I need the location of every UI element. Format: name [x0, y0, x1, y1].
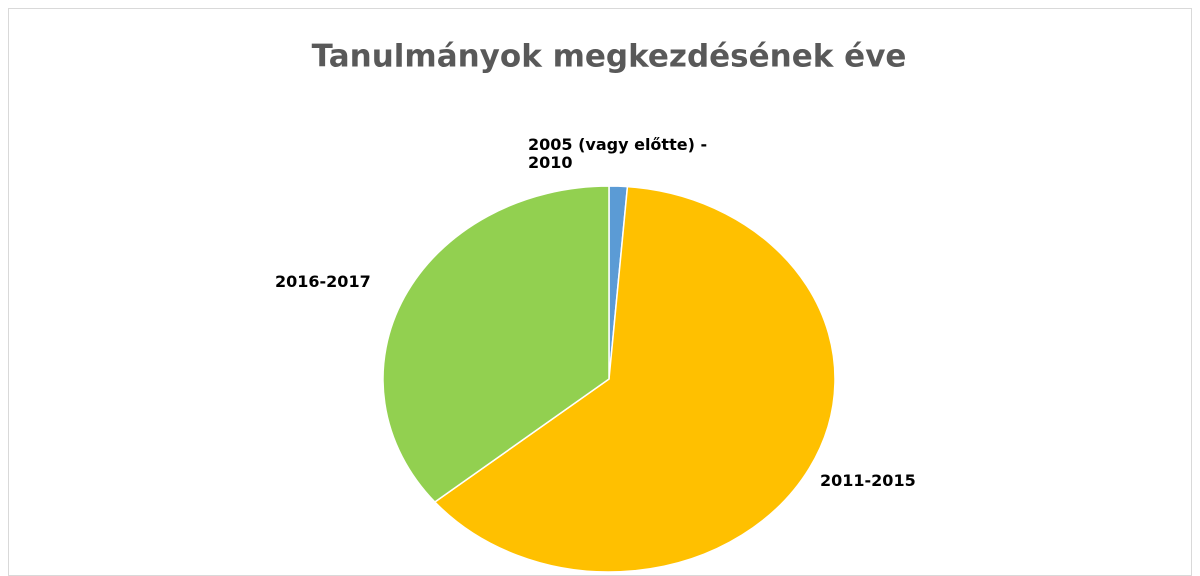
slice-label: 2011-2015: [820, 471, 916, 490]
chart-title: Tanulmányok megkezdésének éve: [312, 39, 907, 75]
pie-slice: [382, 185, 610, 504]
slice-label: 2016-2017: [275, 272, 371, 291]
slice-label: 2005 (vagy előtte) - 2010: [528, 135, 708, 172]
pie-slice: [433, 185, 836, 573]
